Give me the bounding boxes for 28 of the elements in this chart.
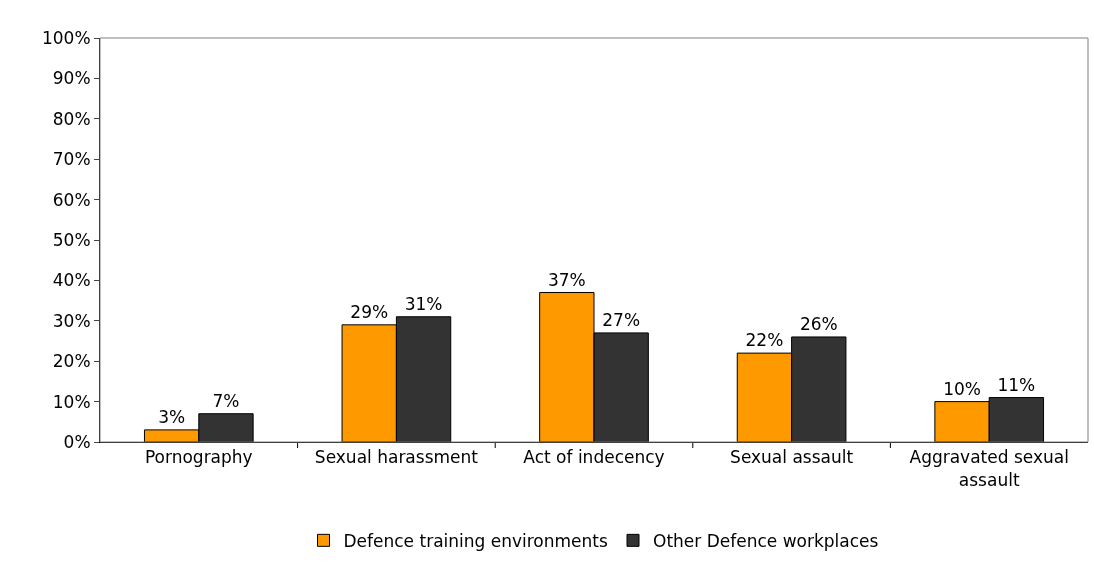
y-tick-label: 10%: [52, 391, 91, 412]
data-label: 27%: [602, 309, 641, 330]
y-tick-label: 70%: [52, 149, 91, 170]
data-label: 11%: [997, 374, 1036, 395]
y-tick-label: 20%: [52, 351, 91, 372]
x-tick-label: Pornography: [144, 447, 253, 468]
y-tick-label: 80%: [52, 108, 91, 129]
data-label: 3%: [158, 406, 186, 427]
data-label: 10%: [943, 378, 981, 399]
data-label: 29%: [350, 301, 389, 322]
data-label: 22%: [745, 330, 784, 351]
y-tick-label: 60%: [52, 189, 91, 210]
legend-label: Other Defence workplaces: [653, 530, 879, 551]
x-tick-label: Aggravated sexual assault: [909, 447, 1069, 490]
y-tick-label: 50%: [52, 229, 91, 250]
data-label: 7%: [212, 390, 240, 411]
legend-label: Defence training environments: [343, 530, 609, 551]
y-tick-label: 40%: [52, 270, 91, 291]
y-tick-label: 0%: [63, 431, 91, 452]
data-label: 31%: [404, 293, 443, 314]
data-label: 26%: [799, 313, 838, 334]
x-tick-label: Act of indecency: [523, 447, 665, 468]
x-tick-label: Sexual assault: [730, 447, 854, 468]
y-tick-label: 90%: [52, 68, 91, 89]
y-tick-label: 30%: [52, 310, 91, 331]
y-tick-label: 100%: [41, 27, 91, 48]
x-tick-label: Sexual harassment: [314, 447, 479, 468]
data-label: 37%: [547, 269, 586, 290]
